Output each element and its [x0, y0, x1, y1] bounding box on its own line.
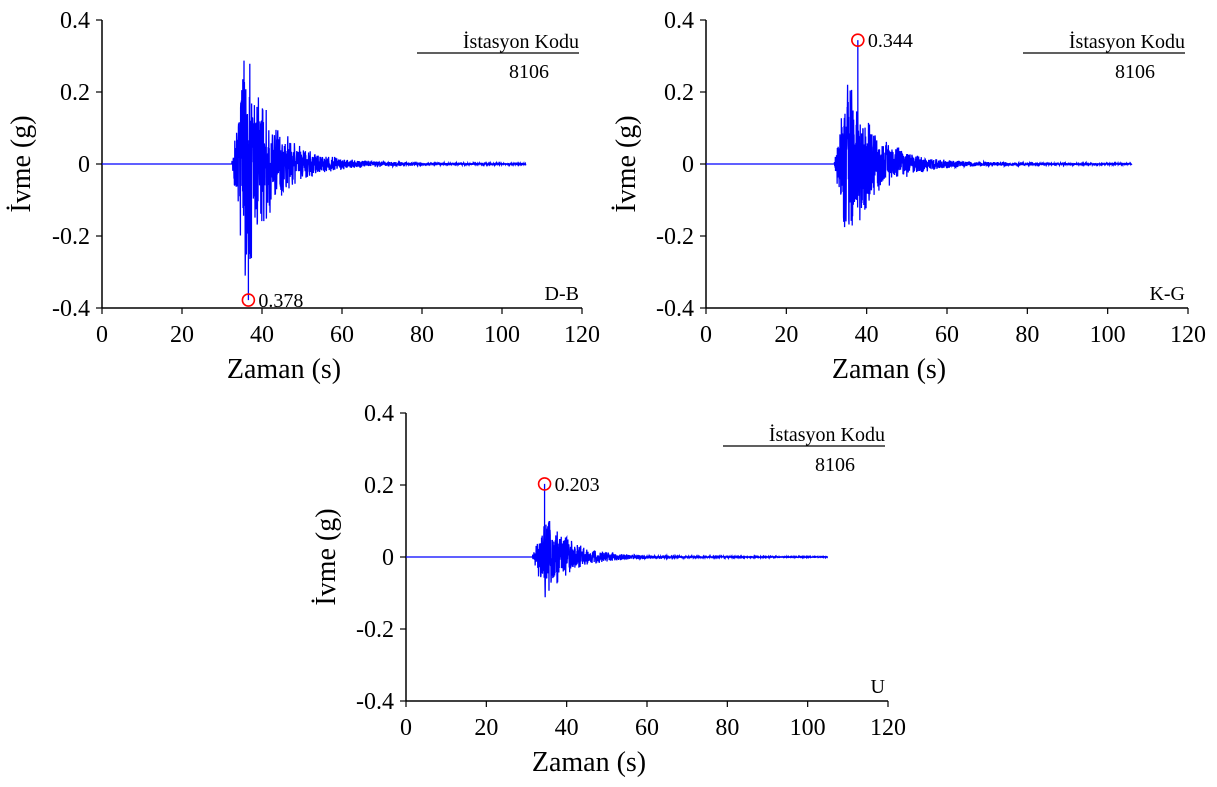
x-tick-label: 80 — [715, 715, 739, 741]
chart-panel-db: 0 20 40 60 80 100 120 -0.4 -0.2 0 0.2 0.4 Zaman (s) İ… — [0, 0, 610, 395]
x-tick-label: 100 — [790, 715, 826, 741]
component-label: K-G — [1149, 283, 1185, 305]
y-tick-label: -0.4 — [656, 296, 694, 322]
chart-svg-kg: 0 20 40 60 80 100 120 -0.4 -0.2 0 0.2 0.4 Zaman (s) İ… — [611, 8, 1206, 385]
x-tick-label: 120 — [564, 322, 600, 348]
y-tick-label: 0 — [78, 152, 90, 178]
station-title: İstasyon Kodu — [463, 30, 579, 53]
peak-marker — [537, 477, 552, 491]
component-label: D-B — [545, 283, 579, 305]
y-tick-label: 0.2 — [664, 80, 694, 106]
x-tick-label: 60 — [635, 715, 659, 741]
y-tick-label: -0.2 — [656, 224, 694, 250]
peak-marker — [851, 33, 865, 47]
y-tick-label: 0.4 — [664, 8, 694, 34]
y-tick-label: -0.4 — [52, 296, 90, 322]
x-tick-label: 20 — [774, 322, 798, 348]
acceleration-series-line — [406, 483, 829, 598]
peak-value-label: 0.203 — [555, 474, 600, 496]
peak-value-label: 0.378 — [258, 290, 303, 312]
x-tick-label: 0 — [400, 715, 412, 741]
x-tick-label: 100 — [1090, 322, 1126, 348]
chart-svg-u: 0 20 40 60 80 100 120 -0.4 -0.2 0 0.2 0.4 Zaman (s) İ… — [311, 401, 906, 778]
component-label: U — [871, 676, 886, 698]
station-code: 8106 — [1115, 61, 1155, 83]
x-tick-label: 80 — [1015, 322, 1039, 348]
x-tick-label: 60 — [935, 322, 959, 348]
peak-value-label: 0.344 — [868, 30, 913, 52]
x-tick-label: 20 — [170, 322, 194, 348]
x-tick-label: 100 — [484, 322, 520, 348]
x-tick-label: 0 — [96, 322, 108, 348]
x-tick-label: 120 — [870, 715, 906, 741]
y-tick-label: 0.2 — [60, 80, 90, 106]
peak-marker — [241, 293, 256, 307]
x-axis-title: Zaman (s) — [532, 747, 646, 778]
y-axis-title: İvme (g) — [311, 508, 342, 605]
y-tick-label: 0.4 — [60, 8, 90, 34]
x-axis-title: Zaman (s) — [227, 354, 341, 385]
station-title: İstasyon Kodu — [1069, 30, 1185, 53]
y-tick-label: 0 — [382, 545, 394, 571]
chart-svg-db: 0 20 40 60 80 100 120 -0.4 -0.2 0 0.2 0.4 Zaman (s) İ… — [6, 8, 600, 385]
chart-panel-kg: 0 20 40 60 80 100 120 -0.4 -0.2 0 0.2 0.4 Zaman (s) İ… — [605, 0, 1217, 395]
x-tick-label: 80 — [410, 322, 434, 348]
x-tick-label: 40 — [855, 322, 879, 348]
acceleration-series-line — [102, 60, 527, 301]
y-tick-label: -0.4 — [356, 689, 394, 715]
station-title: İstasyon Kodu — [769, 423, 885, 446]
acceleration-series-line — [706, 40, 1133, 228]
y-axis-title: İvme (g) — [611, 115, 642, 212]
station-code: 8106 — [815, 454, 855, 476]
x-tick-label: 0 — [700, 322, 712, 348]
y-axis-title: İvme (g) — [6, 115, 37, 212]
y-tick-label: 0.2 — [364, 473, 394, 499]
x-tick-label: 20 — [474, 715, 498, 741]
station-code: 8106 — [509, 61, 549, 83]
x-tick-label: 120 — [1170, 322, 1206, 348]
chart-panel-u: 0 20 40 60 80 100 120 -0.4 -0.2 0 0.2 0.4 Zaman (s) İ… — [305, 395, 917, 787]
x-tick-label: 40 — [250, 322, 274, 348]
y-tick-label: -0.2 — [52, 224, 90, 250]
x-axis-title: Zaman (s) — [832, 354, 946, 385]
y-tick-label: 0 — [682, 152, 694, 178]
x-tick-label: 60 — [330, 322, 354, 348]
x-tick-label: 40 — [555, 715, 579, 741]
y-tick-label: 0.4 — [364, 401, 394, 427]
y-tick-label: -0.2 — [356, 617, 394, 643]
